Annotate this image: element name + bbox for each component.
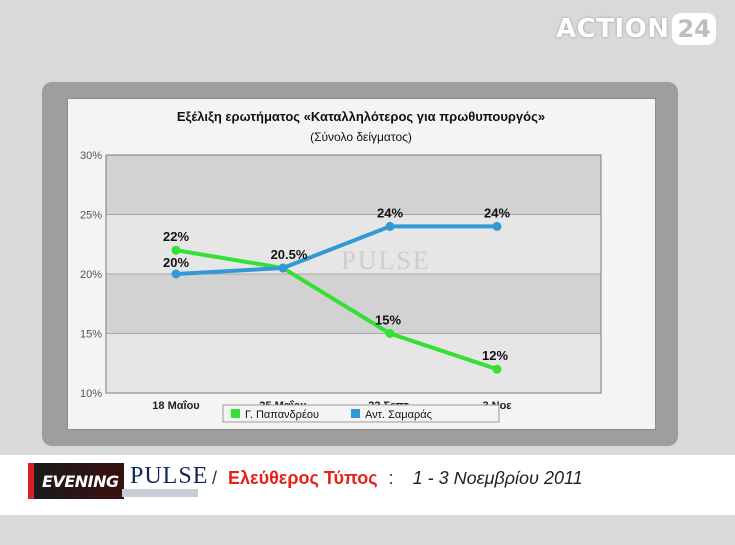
series-line-2: [174, 224, 499, 276]
y-tick-label: 20%: [80, 269, 102, 281]
pulse-logo-text: PULSE: [130, 463, 209, 489]
plot-band: [106, 155, 601, 215]
data-point: [385, 221, 395, 231]
y-tick-label: 30%: [80, 150, 102, 162]
pulse-logo: PULSE: [118, 459, 207, 501]
chart-title: Εξέλιξη ερωτήματος «Καταλληλότερος για π…: [177, 109, 545, 124]
plot-border: [105, 154, 602, 394]
y-tick-label: 15%: [80, 329, 102, 341]
data-label: 20%: [163, 255, 189, 270]
show-logo-text: EVENING: [42, 472, 119, 491]
survey-dates: 1 - 3 Νοεμβρίου 2011: [412, 468, 583, 488]
legend-label: Γ. Παπανδρέου: [245, 409, 319, 421]
legend-swatch: [351, 409, 360, 418]
source-name: Ελεύθερος Τύπος: [228, 468, 378, 488]
data-label: 20.5%: [271, 247, 308, 262]
data-point: [492, 221, 502, 231]
channel-logo: ACTION 24: [556, 12, 716, 46]
source-line: / Ελεύθερος Τύπος : 1 - 3 Νοεμβρίου 2011: [212, 468, 583, 489]
data-point: [385, 329, 395, 338]
watermark-logo: PULSE: [341, 246, 430, 275]
data-label: 15%: [375, 313, 401, 328]
series-line-1: [174, 248, 499, 372]
y-tick-label: 25%: [80, 210, 102, 222]
pulse-logo-bar: [122, 489, 198, 497]
chart-card: Εξέλιξη ερωτήματος «Καταλληλότερος για π…: [67, 98, 656, 430]
show-logo: EVENING: [28, 463, 124, 499]
legend-label: Αντ. Σαμαράς: [365, 409, 432, 421]
legend-box: [222, 404, 500, 423]
data-point: [278, 263, 288, 273]
data-point: [171, 245, 181, 255]
channel-logo-number: 24: [672, 13, 716, 45]
y-tick-label: 10%: [80, 388, 102, 400]
line-chart: Εξέλιξη ερωτήματος «Καταλληλότερος για π…: [80, 109, 602, 423]
source-colon: :: [388, 468, 394, 488]
plot-band: [106, 333, 601, 393]
plot-band: [106, 214, 601, 274]
channel-logo-name: ACTION: [556, 14, 670, 44]
x-tick-label: 18 Μαΐου: [152, 400, 199, 412]
plot-band: [106, 274, 601, 334]
data-label: 24%: [484, 205, 510, 220]
source-separator: /: [212, 468, 218, 488]
legend-swatch: [231, 409, 240, 418]
data-label: 12%: [482, 348, 508, 363]
data-point: [492, 364, 502, 374]
data-point: [171, 269, 181, 279]
chart-subtitle: (Σύνολο δείγματος): [310, 130, 412, 144]
chart-frame: Εξέλιξη ερωτήματος «Καταλληλότερος για π…: [42, 82, 678, 446]
footer-bar: EVENING PULSE / Ελεύθερος Τύπος : 1 - 3 …: [0, 455, 735, 515]
data-label: 24%: [377, 205, 403, 220]
data-label: 22%: [163, 229, 189, 244]
